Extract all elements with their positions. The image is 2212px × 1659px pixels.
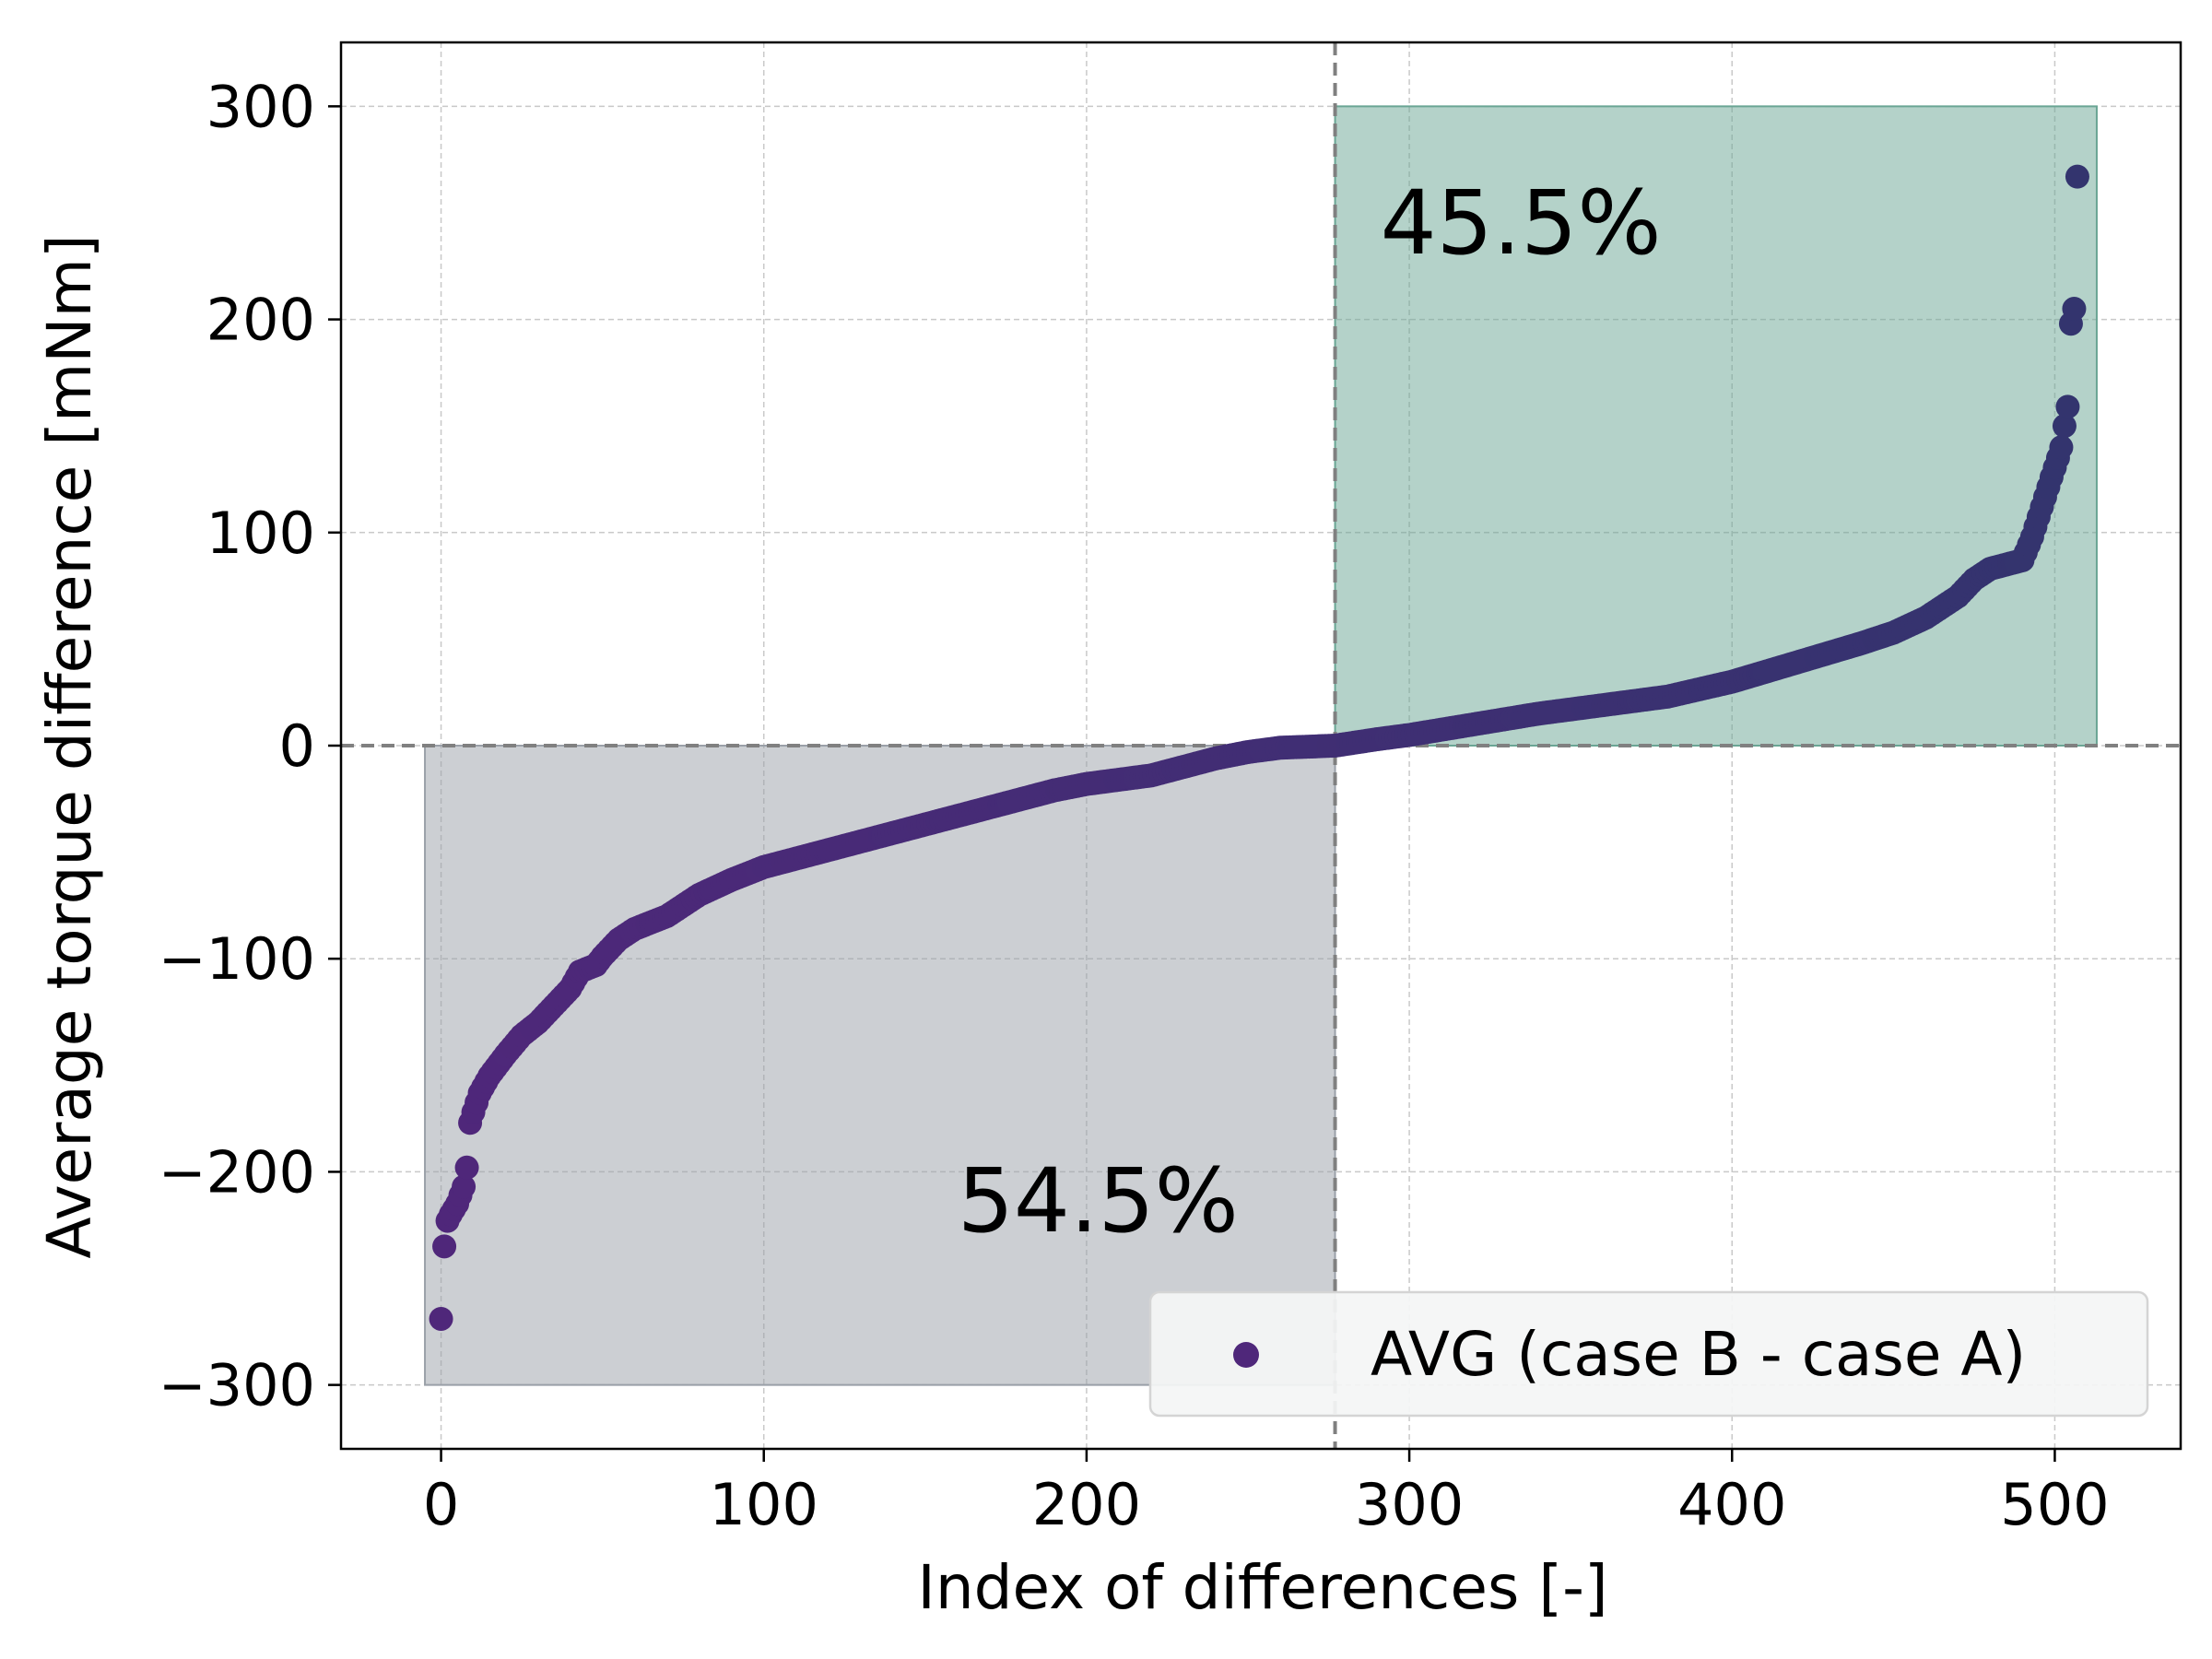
data-points (429, 164, 2089, 1331)
y-tick-label: 100 (206, 500, 315, 567)
y-tick-label: 300 (206, 73, 315, 140)
y-tick-label: −300 (159, 1352, 315, 1419)
y-tick-label: 200 (206, 287, 315, 354)
data-point (454, 1155, 479, 1180)
negative-region (424, 745, 1336, 1386)
data-point (2062, 297, 2087, 322)
x-tick-label: 400 (1677, 1471, 1786, 1538)
data-point (2049, 435, 2074, 460)
legend: AVG (case B - case A) (1148, 1290, 2149, 1418)
positive-region (1334, 105, 2098, 747)
y-axis-label: Average torque difference [mNm] (34, 234, 105, 1258)
annotations: 54.5% 45.5% (958, 171, 1662, 1253)
data-point (2052, 414, 2077, 439)
x-tick-label: 0 (423, 1471, 459, 1538)
annotation-positive-share: 45.5% (1381, 171, 1662, 275)
x-tick-label: 300 (1355, 1471, 1464, 1538)
y-tick-label: −200 (159, 1138, 315, 1206)
data-point (452, 1174, 477, 1199)
legend-marker (1233, 1342, 1259, 1368)
x-tick-label: 100 (710, 1471, 818, 1538)
annotation-negative-share: 54.5% (958, 1149, 1239, 1253)
data-point (2055, 394, 2080, 419)
y-tick-label: −100 (159, 925, 315, 993)
data-point (2065, 164, 2089, 189)
legend-box (1148, 1290, 2149, 1418)
shaded-regions (424, 105, 2098, 1386)
data-point (432, 1234, 457, 1259)
y-tick-label: 0 (279, 712, 315, 780)
plot-area: 54.5% 45.5% (339, 41, 2183, 1451)
legend-entry-label: AVG (case B - case A) (1371, 1319, 2026, 1390)
x-tick-label: 200 (1032, 1471, 1141, 1538)
x-axis-ticks: 0 100 200 300 400 500 (423, 1449, 2110, 1538)
y-axis-ticks: −300 −200 −100 0 100 200 300 (159, 73, 341, 1419)
data-point (429, 1306, 453, 1331)
x-tick-label: 500 (2000, 1471, 2109, 1538)
x-axis-label: Index of differences [-] (917, 1552, 1607, 1623)
